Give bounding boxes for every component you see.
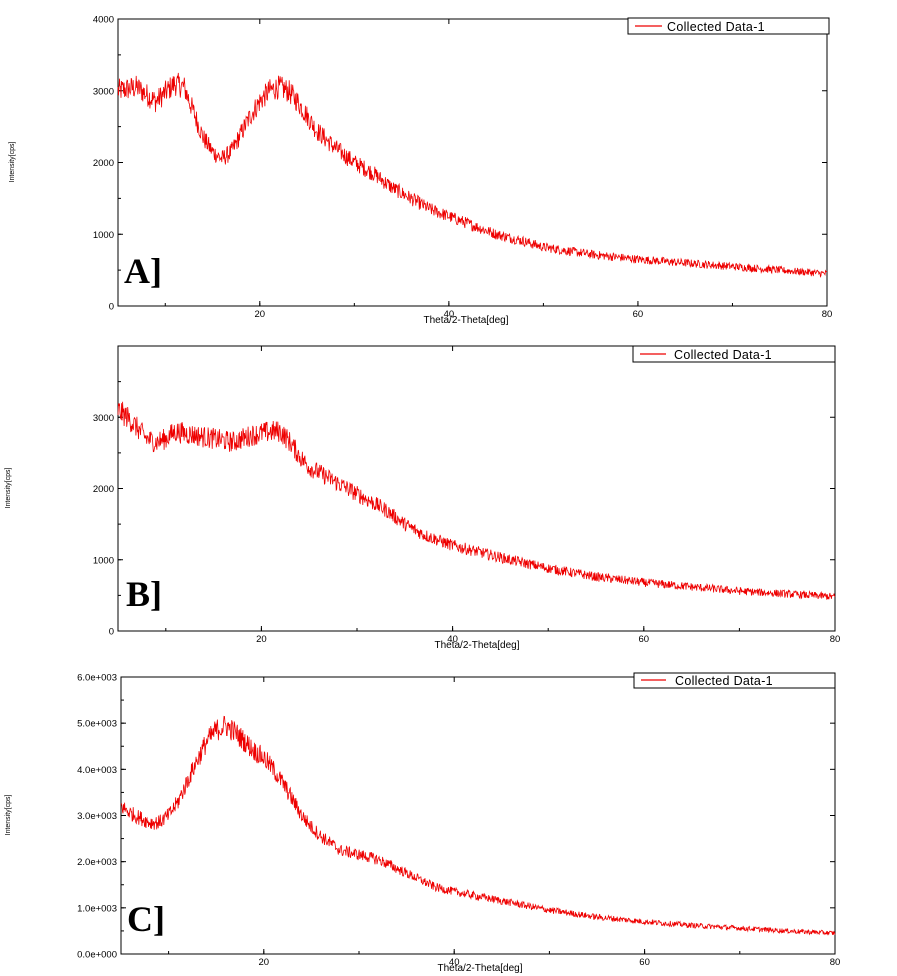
x-tick-label-b: 40 [447,634,458,645]
x-axis-label-a: Theta/2-Theta[deg] [423,315,508,326]
panel-letter-a: A] [124,251,162,291]
legend-label-c: Collected Data-1 [675,674,773,688]
y-tick-label-b: 3000 [93,413,114,424]
x-tick-label-b: 80 [830,634,841,645]
x-tick-label-c: 40 [449,957,460,968]
y-axis-ticks-c: 0.0e+000 1.0e+003 2.0e+003 3.0e+003 4.0e+003… [77,673,835,961]
series-lines-c [120,715,836,936]
x-axis-ticks-a: 20 40 60 80 [164,19,833,320]
panel-letter-b: B] [126,574,162,614]
y-tick-label-c: 4.0e+003 [77,765,117,776]
y-tick-label-b: 0 [109,627,114,638]
legend-label-b: Collected Data-1 [674,348,772,362]
x-tick-label-a: 20 [255,309,266,320]
legend-box-b [632,345,836,363]
x-tick-label-a: 40 [444,309,455,320]
x-axis-ticks-c: 20 40 60 80 [168,677,841,968]
y-tick-label-b: 1000 [93,555,114,566]
y-tick-label-a: 2000 [93,158,114,169]
y-tick-label-c: 6.0e+003 [77,673,117,684]
legend-c: Collected Data-1 [633,672,836,689]
y-tick-label-c: 3.0e+003 [77,811,117,822]
y-axis-label-b: Intensity[cps] [5,468,12,509]
y-tick-label-c: 0.0e+000 [77,950,117,961]
legend-b: Collected Data-1 [632,345,836,363]
y-axis-label-c: Intensity[cps] [5,795,12,836]
x-tick-label-b: 20 [256,634,267,645]
series-line-c-0 [120,715,836,936]
x-tick-label-c: 80 [830,957,841,968]
x-axis-label-c: Theta/2-Theta[deg] [437,963,522,974]
x-tick-label-a: 80 [822,309,833,320]
x-tick-label-b: 60 [639,634,650,645]
panel-a: 0 1000 2000 3000 4000 20 40 60 80 Theta/2-Theta… [9,15,832,327]
legend-label-a: Collected Data-1 [667,20,765,34]
series-line-a-0 [117,72,827,278]
y-tick-label-b: 2000 [93,484,114,495]
y-tick-label-a: 3000 [93,86,114,97]
x-tick-label-c: 20 [259,957,270,968]
y-tick-label-a: 0 [109,302,114,313]
y-tick-label-a: 4000 [93,15,114,26]
panel-letter-c: C] [127,899,165,939]
y-tick-label-c: 2.0e+003 [77,857,117,868]
y-tick-label-c: 1.0e+003 [77,903,117,914]
legend-box-c [633,672,836,689]
legend-box-a [627,17,830,35]
plot-frame-a [117,18,828,307]
series-line-b-0 [117,401,836,600]
x-tick-label-a: 60 [633,309,644,320]
series-lines-b [117,401,836,600]
y-tick-label-a: 1000 [93,230,114,241]
plot-frame-c [120,676,836,955]
x-axis-label-b: Theta/2-Theta[deg] [434,640,519,651]
legend-a: Collected Data-1 [627,17,830,35]
x-axis-ticks-b: 20 40 60 80 [165,346,841,645]
panel-c: 0.0e+000 1.0e+003 2.0e+003 3.0e+003 4.0e+003… [5,672,841,974]
y-axis-label-a: Intensity[cps] [9,142,16,183]
x-tick-label-c: 60 [639,957,650,968]
series-lines-a [117,72,827,278]
panel-b: 0 1000 2000 3000 20 40 60 80 Theta/2-Theta[deg… [5,345,841,651]
y-tick-label-c: 5.0e+003 [77,719,117,730]
y-axis-ticks-b: 0 1000 2000 3000 [93,345,835,638]
